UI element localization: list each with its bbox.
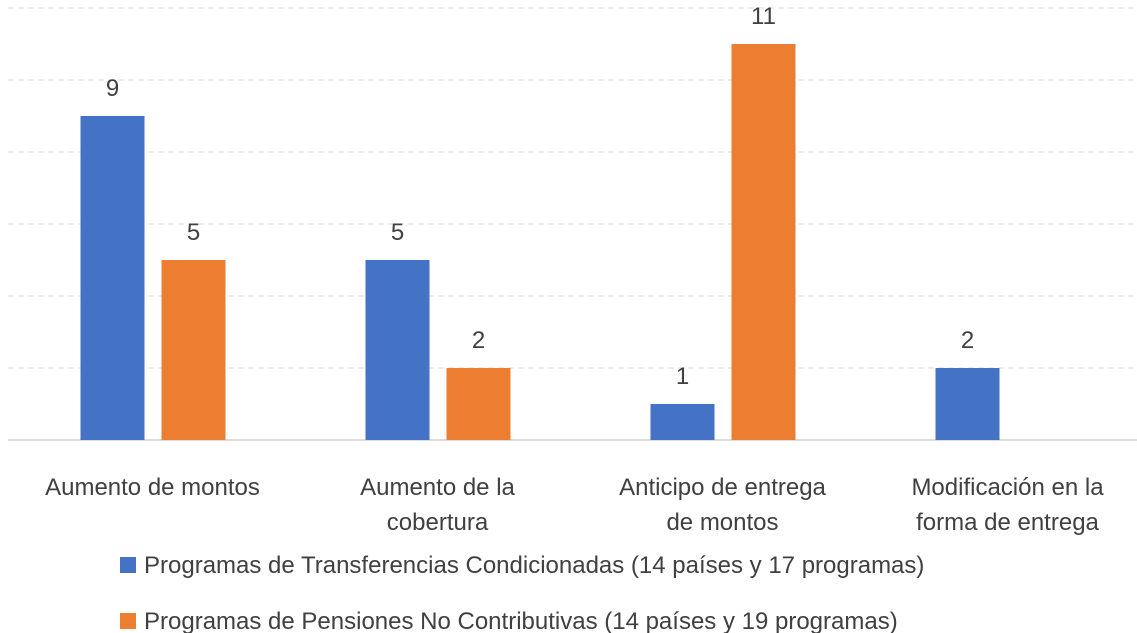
value-label: 5	[391, 219, 404, 246]
value-label: 1	[676, 363, 689, 390]
x-tick-label: Anticipo de entrega de montos	[619, 474, 826, 536]
bar	[731, 44, 796, 440]
value-label: 2	[961, 327, 974, 354]
value-label: 2	[472, 327, 485, 354]
legend-label: Programas de Pensiones No Contributivas …	[144, 608, 898, 633]
value-label: 9	[106, 75, 119, 102]
bar	[161, 260, 226, 440]
value-label: 11	[751, 3, 776, 30]
x-tick-label: Aumento de montos	[45, 474, 260, 501]
legend-swatch	[120, 613, 136, 629]
value-label: 5	[187, 219, 200, 246]
legend-swatch	[120, 557, 136, 573]
bar	[446, 368, 511, 440]
bar	[80, 116, 145, 440]
bar	[935, 368, 1000, 440]
bar	[650, 404, 715, 440]
x-tick-label: Aumento de la cobertura	[360, 474, 515, 536]
legend-label: Programas de Transferencias Condicionada…	[144, 552, 924, 579]
x-tick-label: Modificación en la forma de entrega	[911, 474, 1104, 536]
bar	[365, 260, 430, 440]
